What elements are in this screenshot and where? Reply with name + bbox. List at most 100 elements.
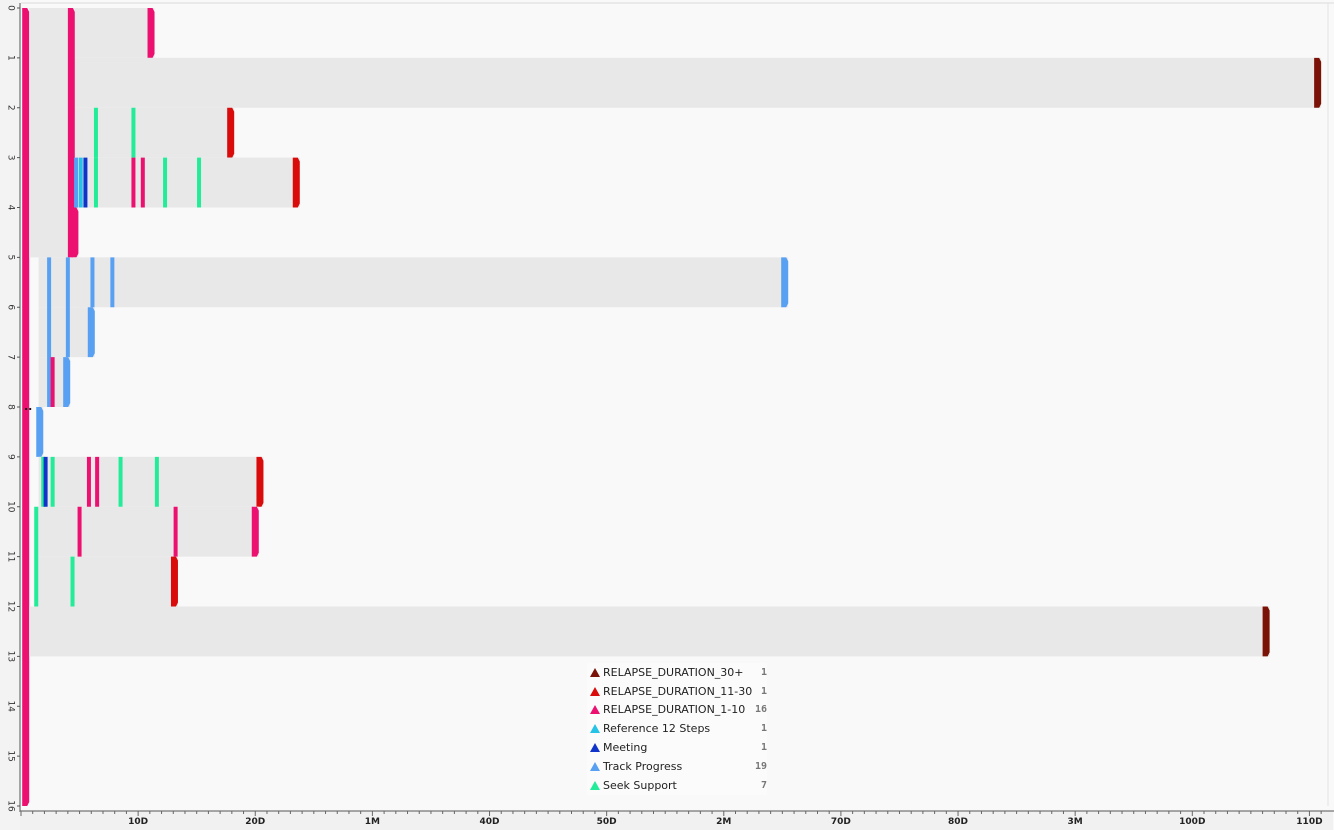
event-marker <box>78 157 83 208</box>
legend-count: 1 <box>760 723 767 735</box>
legend-item: RELAPSE_DURATION_11-30 1 <box>587 682 767 701</box>
legend-count: 16 <box>754 704 767 716</box>
x-tick-label: 20D <box>245 817 265 827</box>
legend-label: Seek Support <box>603 778 677 792</box>
event-marker <box>83 157 88 208</box>
event-marker <box>41 456 46 507</box>
legend-label: Meeting <box>603 741 648 755</box>
bar-end-cap <box>67 8 75 258</box>
event-marker <box>86 456 91 507</box>
bar-end-cap <box>147 8 155 58</box>
event-marker <box>43 456 48 507</box>
legend-label: RELAPSE_DURATION_30+ <box>603 665 744 679</box>
event-marker <box>131 107 136 158</box>
legend-label: Reference 12 Steps <box>603 722 711 736</box>
y-tick-label: 16 <box>6 800 16 812</box>
x-tick-label: 50D <box>597 817 617 827</box>
triangle-icon <box>590 780 600 790</box>
timeline-bar <box>74 157 300 208</box>
event-marker <box>77 506 82 557</box>
event-marker <box>173 506 178 557</box>
legend-item: RELAPSE_DURATION_30+ 1 <box>587 663 767 682</box>
x-tick-label: 40D <box>480 817 500 827</box>
event-marker <box>95 456 100 507</box>
timeline-bar <box>36 556 178 607</box>
x-tick-label: 1M <box>365 817 380 827</box>
y-tick-label: 2 <box>6 105 16 111</box>
event-marker <box>34 506 39 607</box>
y-tick-label: 12 <box>6 601 16 612</box>
y-tick-label: 8 <box>6 404 16 410</box>
y-tick-label: 10 <box>6 501 16 513</box>
timeline-bar <box>38 257 789 308</box>
bar-end-cap <box>36 407 44 457</box>
event-marker <box>93 157 98 208</box>
legend-item: Track Progress 19 <box>587 757 767 776</box>
timeline-bar <box>36 506 259 557</box>
legend-count: 1 <box>760 742 767 754</box>
event-marker <box>110 257 115 308</box>
y-tick-label: 0 <box>6 5 16 11</box>
timeline-bar <box>29 8 75 258</box>
event-marker <box>131 157 136 208</box>
event-marker <box>118 456 123 507</box>
legend-label: Track Progress <box>603 759 683 773</box>
event-marker <box>70 556 75 607</box>
event-marker <box>65 257 70 358</box>
y-axis-band <box>0 0 20 830</box>
y-tick-label: 14 <box>6 701 16 713</box>
x-tick-label: 100D <box>1179 817 1205 827</box>
triangle-icon <box>590 667 600 677</box>
event-marker <box>50 357 55 407</box>
timeline-bar <box>29 606 1270 657</box>
bar-end-cap <box>71 207 79 258</box>
bar-end-cap <box>781 257 789 308</box>
x-tick-label: 2M <box>716 817 731 827</box>
bar-end-cap <box>63 357 71 407</box>
legend: RELAPSE_DURATION_30+ 1 RELAPSE_DURATION_11… <box>587 663 767 795</box>
bar-end-cap <box>1314 57 1322 108</box>
event-marker <box>47 257 52 407</box>
event-markers <box>34 107 202 607</box>
x-tick-label: 80D <box>948 817 968 827</box>
x-tick-label: 110D <box>1296 817 1322 827</box>
legend-item: Reference 12 Steps 1 <box>587 719 767 738</box>
y-tick-label: 15 <box>6 750 16 761</box>
y-tick-label: 13 <box>6 651 16 662</box>
x-tick-label: 70D <box>831 817 851 827</box>
y-tick-label: 9 <box>6 454 16 460</box>
y-tick-label: 5 <box>6 255 16 261</box>
timeline-bar <box>38 456 264 507</box>
y-marker: .. <box>24 400 32 413</box>
event-marker <box>74 157 79 208</box>
event-marker <box>93 107 98 158</box>
timeline-bar <box>74 8 155 58</box>
legend-label: RELAPSE_DURATION_11-30 <box>603 684 753 698</box>
x-axis-band <box>20 811 1333 830</box>
event-marker <box>50 456 55 507</box>
bar-end-cap <box>251 506 259 557</box>
event-marker <box>154 456 159 507</box>
bar-end-cap <box>1262 606 1270 657</box>
triangle-icon <box>590 686 600 696</box>
y-tick-label: 4 <box>6 205 16 211</box>
y-tick-label: 11 <box>6 551 16 562</box>
event-marker <box>197 157 202 208</box>
x-tick-label: 3M <box>1068 817 1083 827</box>
triangle-icon <box>590 705 600 715</box>
timeline-bars <box>22 8 1322 806</box>
event-marker <box>90 257 95 308</box>
timeline-bar <box>74 107 235 158</box>
bar-end-cap <box>292 157 300 208</box>
legend-count: 1 <box>760 666 767 678</box>
y-tick-label: 7 <box>6 354 16 360</box>
bar-end-cap <box>256 456 264 507</box>
event-marker <box>163 157 168 208</box>
timeline-bar <box>74 57 1322 108</box>
bar-end-cap <box>227 107 235 158</box>
legend-count: 1 <box>760 685 767 697</box>
bar-end-cap <box>170 556 178 607</box>
legend-item: Meeting 1 <box>587 738 767 757</box>
legend-label: RELAPSE_DURATION_1-10 <box>603 703 746 717</box>
